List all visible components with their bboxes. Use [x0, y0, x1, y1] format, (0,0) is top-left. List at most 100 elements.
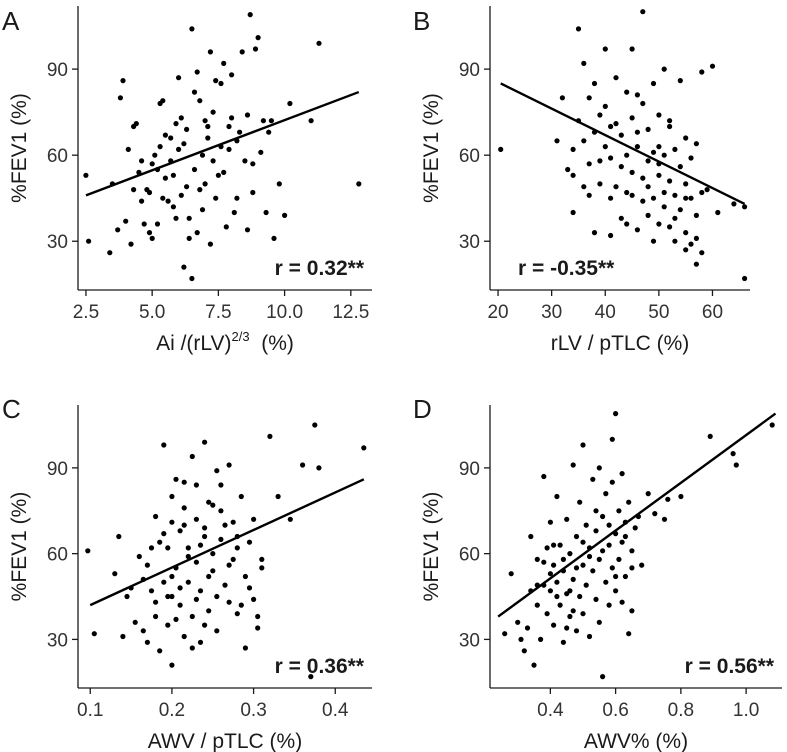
data-point: [356, 181, 362, 187]
data-point: [152, 152, 158, 158]
data-point: [619, 471, 625, 477]
data-point: [160, 195, 166, 201]
data-point: [567, 588, 573, 594]
data-point: [169, 662, 175, 668]
data-point: [538, 636, 544, 643]
data-point: [218, 80, 224, 87]
x-tick-label: 60: [702, 302, 723, 323]
data-point: [207, 49, 213, 55]
data-point: [246, 539, 253, 545]
data-point: [186, 215, 192, 221]
data-point: [551, 562, 557, 568]
y-tick-label: 90: [47, 459, 68, 480]
data-point: [169, 519, 175, 525]
panel-c: C 30 60 90 0.1 0.2 0.3 0.4 %FEV1 (%) AWV / pTLC (…: [2, 394, 372, 752]
data-point: [567, 551, 573, 557]
data-point: [153, 599, 159, 605]
data-point: [554, 579, 560, 585]
data-point: [181, 505, 187, 511]
data-point: [173, 476, 179, 482]
data-point: [639, 562, 645, 568]
data-point: [189, 453, 195, 460]
y-tick-label: 60: [459, 146, 480, 167]
x-tick-label: 0.4: [322, 700, 349, 721]
data-point: [632, 525, 638, 531]
data-point: [531, 662, 537, 668]
data-point: [634, 92, 641, 98]
data-point: [197, 187, 203, 193]
data-point: [498, 146, 504, 152]
data-point: [214, 468, 220, 474]
data-point: [213, 78, 219, 84]
data-point: [173, 215, 179, 221]
data-point: [557, 602, 563, 608]
panel-b: B 30 60 90 20 30 40 50 60 %FEV1 (%) rLV / pTLC (%)…: [413, 6, 750, 355]
data-point: [162, 175, 168, 181]
data-point: [608, 232, 614, 239]
data-point: [181, 479, 187, 485]
x-tick-label: 0.8: [668, 700, 694, 721]
data-point: [234, 611, 240, 617]
data-point: [602, 144, 608, 150]
data-point: [112, 571, 118, 577]
data-point: [229, 115, 235, 121]
data-point: [287, 516, 293, 522]
data-point: [730, 451, 736, 457]
data-point: [186, 235, 192, 241]
data-point: [683, 230, 689, 236]
data-point: [231, 209, 237, 216]
data-point: [144, 639, 150, 645]
data-point: [581, 60, 587, 66]
data-point: [238, 602, 244, 608]
data-point: [205, 123, 211, 130]
data-point: [207, 241, 213, 247]
data-point: [251, 596, 257, 603]
data-point: [185, 579, 191, 585]
data-point: [672, 146, 678, 152]
data-point: [157, 144, 163, 150]
data-point: [521, 648, 527, 654]
regression-line: [497, 412, 777, 618]
data-point: [606, 602, 612, 608]
x-tick-label: 10.0: [266, 302, 303, 323]
data-point: [661, 152, 667, 158]
data-point: [547, 571, 554, 577]
data-point: [570, 209, 576, 216]
data-point: [144, 562, 150, 568]
data-point: [560, 556, 567, 563]
data-point: [616, 556, 622, 563]
data-point: [83, 172, 89, 178]
data-point: [161, 442, 167, 448]
data-point: [146, 189, 153, 196]
data-point: [602, 103, 608, 109]
panel-a: A 30 60 90 2.5 5.0 7.5 10.0 12.5 %FEV1 (%) Ai /(rL…: [2, 6, 372, 355]
data-point: [645, 158, 651, 164]
data-point: [554, 138, 560, 144]
data-point: [603, 579, 609, 585]
data-point: [693, 235, 700, 241]
data-point: [153, 513, 159, 520]
data-point: [170, 172, 176, 178]
x-tick-label: 40: [595, 302, 616, 323]
data-point: [693, 141, 700, 147]
data-point: [683, 135, 689, 141]
data-point: [197, 542, 204, 548]
data-point: [312, 422, 318, 428]
data-point: [704, 187, 710, 193]
data-point: [316, 465, 322, 471]
data-point: [580, 611, 586, 617]
data-point: [120, 78, 126, 84]
data-point: [181, 522, 187, 528]
data-point: [247, 12, 253, 18]
data-point: [590, 476, 596, 482]
data-point: [699, 250, 705, 256]
data-point: [672, 215, 678, 221]
data-point: [177, 602, 183, 608]
data-point: [132, 619, 138, 625]
data-point: [672, 192, 678, 198]
data-point: [308, 118, 314, 124]
data-point: [242, 573, 248, 580]
data-point: [191, 89, 198, 95]
data-point: [189, 26, 195, 32]
data-point: [570, 146, 576, 152]
